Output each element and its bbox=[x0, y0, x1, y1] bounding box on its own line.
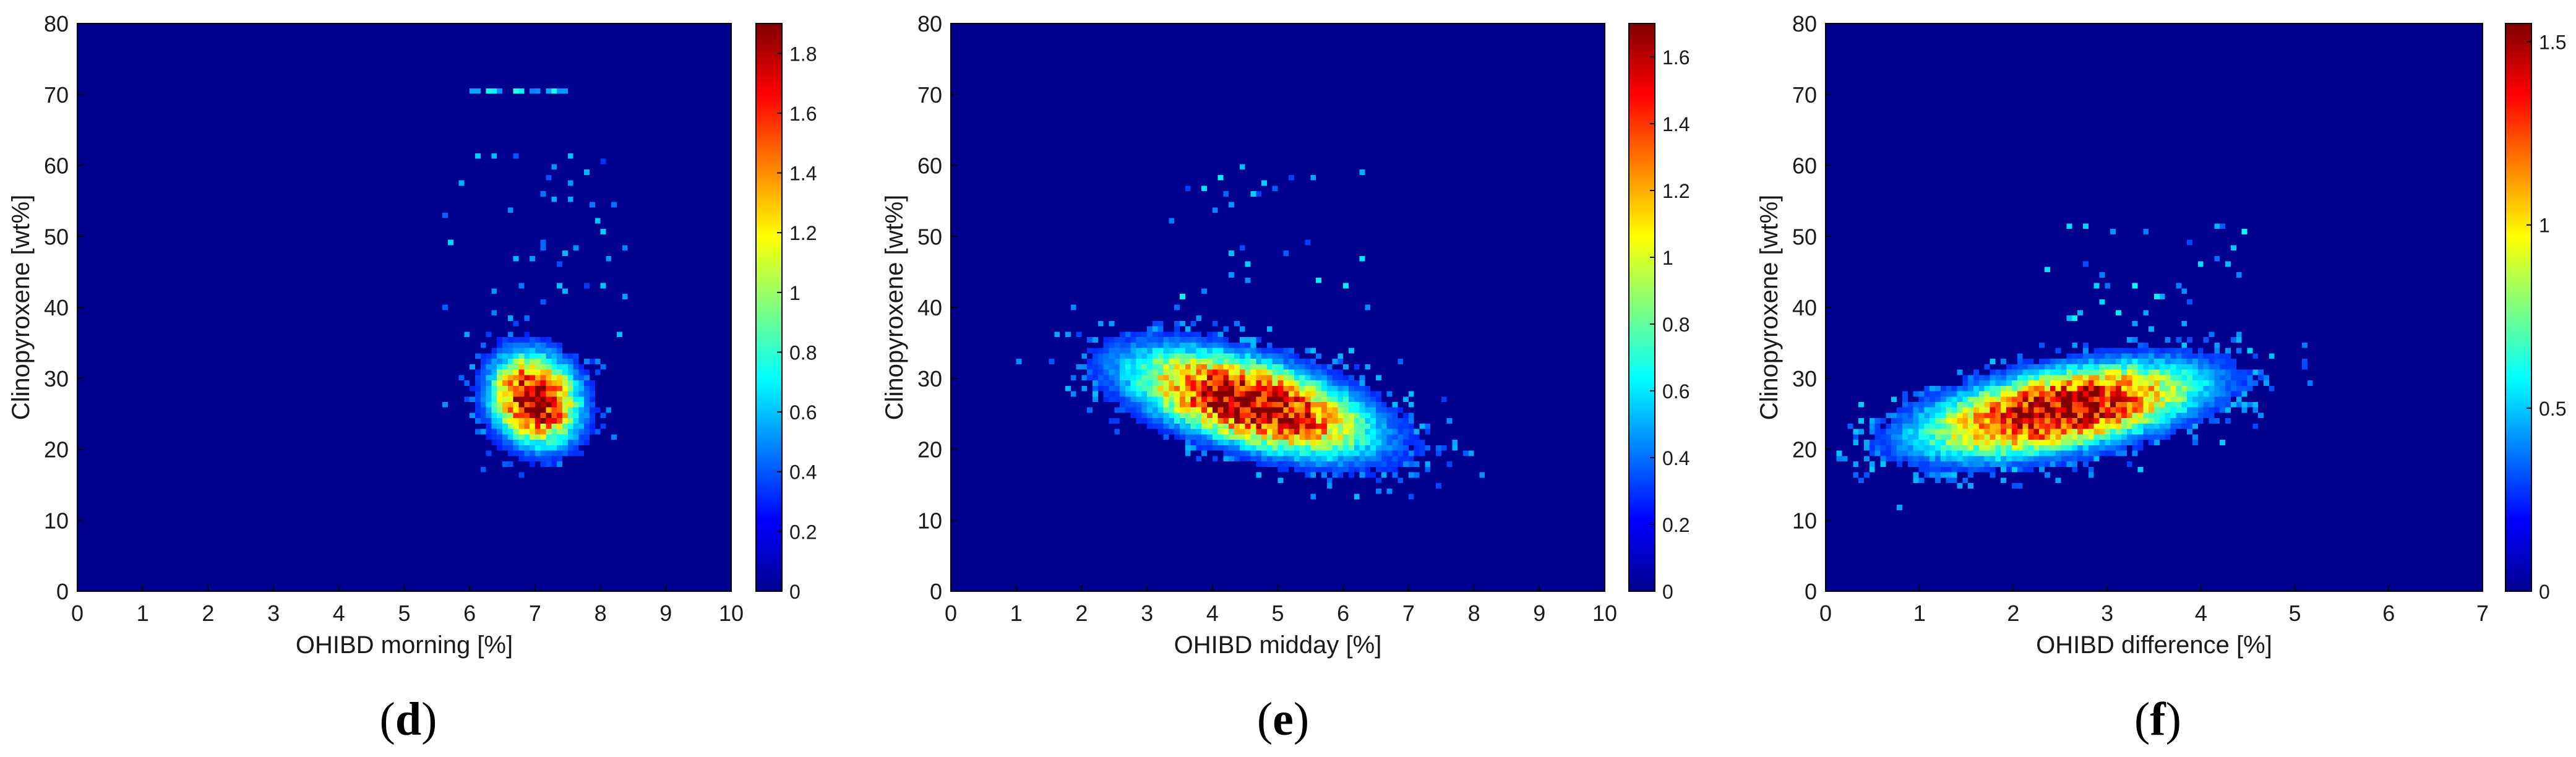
y-tick-label: 0 bbox=[1805, 579, 1817, 604]
y-tick-label: 60 bbox=[1792, 153, 1817, 179]
colorbar-tick-label: 1.6 bbox=[1662, 46, 1689, 69]
colorbar-tick-label: 1.6 bbox=[789, 103, 817, 125]
y-tick-label: 10 bbox=[1792, 508, 1817, 533]
x-tick-label: 6 bbox=[463, 601, 476, 626]
y-tick-label: 20 bbox=[1792, 437, 1817, 463]
y-axis-label: Clinopyroxene [wt%] bbox=[7, 195, 35, 421]
y-tick-label: 20 bbox=[917, 437, 942, 463]
x-tick-label: 10 bbox=[719, 601, 744, 626]
colorbar-tick-label: 1.5 bbox=[2539, 32, 2566, 54]
colorbar-tick-label: 0.4 bbox=[1662, 447, 1689, 469]
y-tick-label: 30 bbox=[917, 366, 942, 391]
colorbar-tick-label: 0.8 bbox=[1662, 314, 1689, 336]
x-tick-label: 7 bbox=[2476, 601, 2489, 626]
x-tick-label: 7 bbox=[529, 601, 541, 626]
colorbar-tick-label: 1 bbox=[1662, 247, 1673, 269]
heatmap-cells bbox=[1826, 24, 2483, 591]
x-axis-label: OHIBD morning [%] bbox=[296, 631, 513, 659]
colorbar-tick-label: 0 bbox=[2539, 581, 2550, 603]
y-tick-label: 40 bbox=[1792, 295, 1817, 320]
y-tick-label: 30 bbox=[1792, 366, 1817, 391]
x-tick-label: 10 bbox=[1592, 601, 1617, 626]
x-tick-label: 2 bbox=[1075, 601, 1088, 626]
y-tick-label: 80 bbox=[1792, 11, 1817, 36]
x-tick-label: 6 bbox=[2382, 601, 2395, 626]
colorbar-tick-label: 1.4 bbox=[1662, 113, 1689, 135]
colorbar-tick-label: 0.6 bbox=[789, 401, 817, 424]
panel-caption-f: (f) bbox=[2134, 693, 2181, 745]
x-tick-label: 2 bbox=[2007, 601, 2019, 626]
colorbar-tick-label: 0.2 bbox=[789, 521, 817, 543]
colorbar bbox=[755, 23, 783, 592]
y-tick-label: 50 bbox=[917, 224, 942, 249]
y-tick-label: 60 bbox=[44, 153, 69, 179]
colorbar-tick-label: 0.6 bbox=[1662, 380, 1689, 403]
x-tick-label: 1 bbox=[1010, 601, 1023, 626]
colorbar-tick-label: 0.2 bbox=[1662, 514, 1689, 536]
x-tick-label: 3 bbox=[1141, 601, 1153, 626]
y-axis-label: Clinopyroxene [wt%] bbox=[881, 195, 908, 421]
y-tick-label: 10 bbox=[44, 508, 69, 533]
x-tick-label: 8 bbox=[1468, 601, 1480, 626]
colorbar-tick-label: 0.8 bbox=[789, 341, 817, 364]
y-tick-label: 50 bbox=[44, 224, 69, 249]
colorbar-tick-label: 0 bbox=[789, 581, 801, 603]
panel-caption-e: (e) bbox=[1256, 693, 1310, 745]
x-tick-label: 4 bbox=[1206, 601, 1219, 626]
colorbar-tick-label: 0.5 bbox=[2539, 398, 2566, 420]
y-tick-label: 70 bbox=[44, 82, 69, 108]
colorbar-tick-label: 1 bbox=[2539, 215, 2550, 237]
y-tick-label: 60 bbox=[917, 153, 942, 179]
x-tick-label: 4 bbox=[333, 601, 345, 626]
heatmap-cells bbox=[77, 24, 731, 591]
x-tick-label: 4 bbox=[2195, 601, 2207, 626]
colorbar bbox=[2505, 23, 2532, 592]
y-tick-label: 40 bbox=[44, 295, 69, 320]
colorbar-tick-label: 1.2 bbox=[789, 222, 817, 244]
x-tick-label: 3 bbox=[2101, 601, 2113, 626]
colorbar bbox=[1628, 23, 1655, 592]
x-tick-label: 0 bbox=[945, 601, 957, 626]
colorbar-tick-label: 1.8 bbox=[789, 43, 817, 65]
colorbar-tick-label: 1.2 bbox=[1662, 180, 1689, 202]
colorbar-tick-label: 1.4 bbox=[789, 163, 817, 185]
x-tick-label: 1 bbox=[1913, 601, 1926, 626]
x-tick-label: 9 bbox=[659, 601, 672, 626]
colorbar-tick-label: 0 bbox=[1662, 581, 1673, 603]
x-axis-label: OHIBD midday [%] bbox=[1174, 631, 1382, 659]
y-tick-label: 40 bbox=[917, 295, 942, 320]
y-axis-label: Clinopyroxene [wt%] bbox=[1756, 195, 1783, 421]
y-tick-label: 50 bbox=[1792, 224, 1817, 249]
x-tick-label: 6 bbox=[1337, 601, 1349, 626]
x-axis-label: OHIBD difference [%] bbox=[2036, 631, 2272, 659]
x-tick-label: 5 bbox=[398, 601, 410, 626]
y-tick-label: 20 bbox=[44, 437, 69, 463]
x-tick-label: 5 bbox=[1271, 601, 1284, 626]
x-tick-label: 3 bbox=[267, 601, 280, 626]
x-tick-label: 7 bbox=[1402, 601, 1415, 626]
colorbar-tick-label: 0.4 bbox=[789, 461, 817, 484]
y-tick-label: 80 bbox=[44, 11, 69, 36]
y-tick-label: 0 bbox=[930, 579, 942, 604]
x-tick-label: 0 bbox=[1819, 601, 1832, 626]
x-tick-label: 8 bbox=[595, 601, 607, 626]
y-tick-label: 70 bbox=[1792, 82, 1817, 108]
panel-caption-d: (d) bbox=[379, 693, 437, 745]
y-tick-label: 30 bbox=[44, 366, 69, 391]
x-tick-label: 2 bbox=[202, 601, 214, 626]
heatmap-cells bbox=[951, 24, 1605, 591]
y-tick-label: 80 bbox=[917, 11, 942, 36]
colorbar-tick-label: 1 bbox=[789, 282, 801, 304]
x-tick-label: 1 bbox=[137, 601, 149, 626]
y-tick-label: 0 bbox=[56, 579, 69, 604]
x-tick-label: 9 bbox=[1533, 601, 1545, 626]
y-tick-label: 10 bbox=[917, 508, 942, 533]
x-tick-label: 0 bbox=[71, 601, 84, 626]
x-tick-label: 5 bbox=[2289, 601, 2301, 626]
y-tick-label: 70 bbox=[917, 82, 942, 108]
